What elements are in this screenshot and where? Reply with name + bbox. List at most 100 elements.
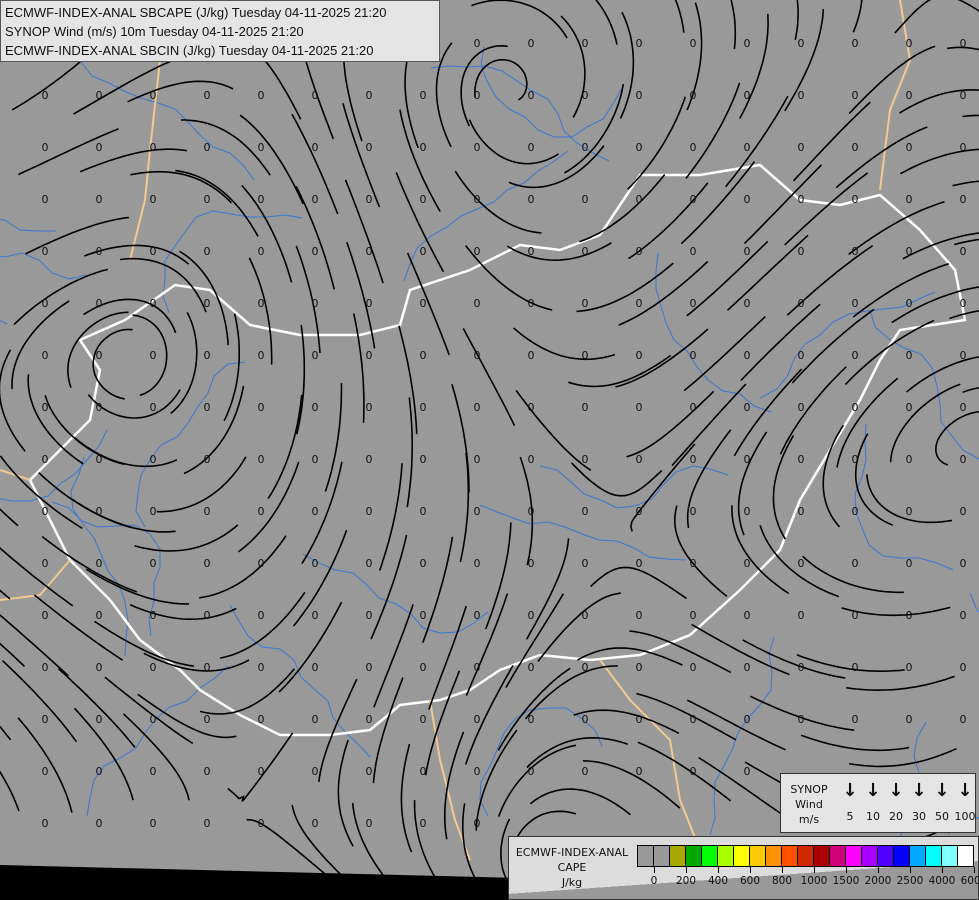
field-value: 0 — [582, 765, 589, 778]
streamline — [844, 319, 935, 386]
streamline — [346, 241, 376, 349]
field-value: 0 — [96, 817, 103, 830]
field-value: 0 — [906, 297, 913, 310]
streamline — [460, 44, 508, 127]
field-value: 0 — [312, 505, 319, 518]
streamline — [577, 647, 683, 666]
field-value: 0 — [636, 141, 643, 154]
field-value: 0 — [420, 453, 427, 466]
field-value: 0 — [96, 245, 103, 258]
field-value: 0 — [420, 297, 427, 310]
streamline — [372, 677, 404, 784]
streamline — [852, 262, 950, 318]
streamline — [772, 434, 795, 540]
field-value: 0 — [798, 89, 805, 102]
arrow-down-icon: ↓ — [888, 780, 904, 801]
field-value: 0 — [420, 193, 427, 206]
field-value: 0 — [744, 141, 751, 154]
streamline — [899, 89, 979, 114]
field-value: 0 — [96, 453, 103, 466]
color-swatch — [958, 846, 973, 866]
field-value: 0 — [474, 401, 481, 414]
field-value: 0 — [798, 453, 805, 466]
streamline — [854, 433, 894, 526]
streamline — [730, 0, 737, 49]
streamline — [674, 0, 685, 33]
streamline — [791, 308, 875, 384]
arrow-down-icon: ↓ — [934, 780, 950, 801]
field-value: 0 — [960, 297, 967, 310]
field-value: 0 — [636, 245, 643, 258]
streamline — [537, 592, 621, 662]
river — [86, 665, 229, 817]
streamline — [515, 389, 592, 471]
streamline — [183, 385, 245, 475]
field-value: 0 — [366, 661, 373, 674]
field-value: 0 — [636, 713, 643, 726]
streamline — [0, 770, 20, 812]
field-value: 0 — [528, 765, 535, 778]
streamline — [0, 725, 12, 741]
field-value: 0 — [420, 89, 427, 102]
streamline — [122, 713, 190, 801]
streamline — [87, 389, 181, 419]
field-value: 0 — [366, 141, 373, 154]
field-value: 0 — [312, 193, 319, 206]
field-value: 0 — [528, 557, 535, 570]
streamline — [94, 620, 195, 667]
tick-label: 6000 — [960, 875, 979, 887]
streamline — [629, 443, 696, 532]
field-value: 0 — [960, 349, 967, 362]
field-value: 0 — [42, 89, 49, 102]
streamline — [473, 59, 528, 101]
streamline — [822, 424, 845, 528]
streamline — [579, 174, 666, 243]
wind-speed-label: 30 — [912, 810, 926, 823]
field-value: 0 — [906, 193, 913, 206]
field-value: 0 — [312, 609, 319, 622]
field-value: 0 — [96, 505, 103, 518]
field-value: 0 — [258, 609, 265, 622]
streamline — [132, 314, 168, 397]
field-value: 0 — [474, 141, 481, 154]
field-value: 0 — [42, 193, 49, 206]
field-value: 0 — [690, 349, 697, 362]
streamline — [568, 354, 672, 388]
field-value: 0 — [258, 89, 265, 102]
arrow-down-icon: ↓ — [842, 780, 858, 801]
field-value: 0 — [258, 557, 265, 570]
color-scale-ticks: 0 200 400 600 800 1000 1500 2000 2500 4000 6000 — [638, 867, 979, 887]
streamline — [179, 250, 229, 346]
streamline — [120, 257, 207, 313]
field-value: 0 — [636, 193, 643, 206]
field-value: 0 — [906, 37, 913, 50]
field-value: 0 — [852, 89, 859, 102]
field-value: 0 — [906, 713, 913, 726]
streamline — [465, 593, 509, 696]
streamline — [726, 234, 809, 311]
field-value: 0 — [474, 713, 481, 726]
streamline — [673, 505, 728, 598]
rivers — [0, 46, 979, 900]
field-value: 0 — [636, 505, 643, 518]
cape-legend-title: ECMWF-INDEX-ANAL — [515, 846, 629, 859]
field-value: 0 — [744, 713, 751, 726]
streamline — [849, 747, 957, 768]
tick-label: 1000 — [800, 875, 828, 887]
streamline — [484, 522, 512, 630]
field-value: 0 — [528, 401, 535, 414]
field-value: 0 — [204, 505, 211, 518]
field-value: 0 — [258, 349, 265, 362]
field-value: 0 — [582, 37, 589, 50]
field-value: 0 — [582, 661, 589, 674]
streamline — [906, 356, 979, 393]
river — [0, 218, 56, 232]
field-value: 0 — [42, 401, 49, 414]
field-value: 0 — [42, 817, 49, 830]
field-value: 0 — [636, 453, 643, 466]
streamline — [573, 709, 680, 735]
field-value: 0 — [906, 401, 913, 414]
streamline — [796, 654, 905, 672]
streamline — [962, 114, 979, 118]
